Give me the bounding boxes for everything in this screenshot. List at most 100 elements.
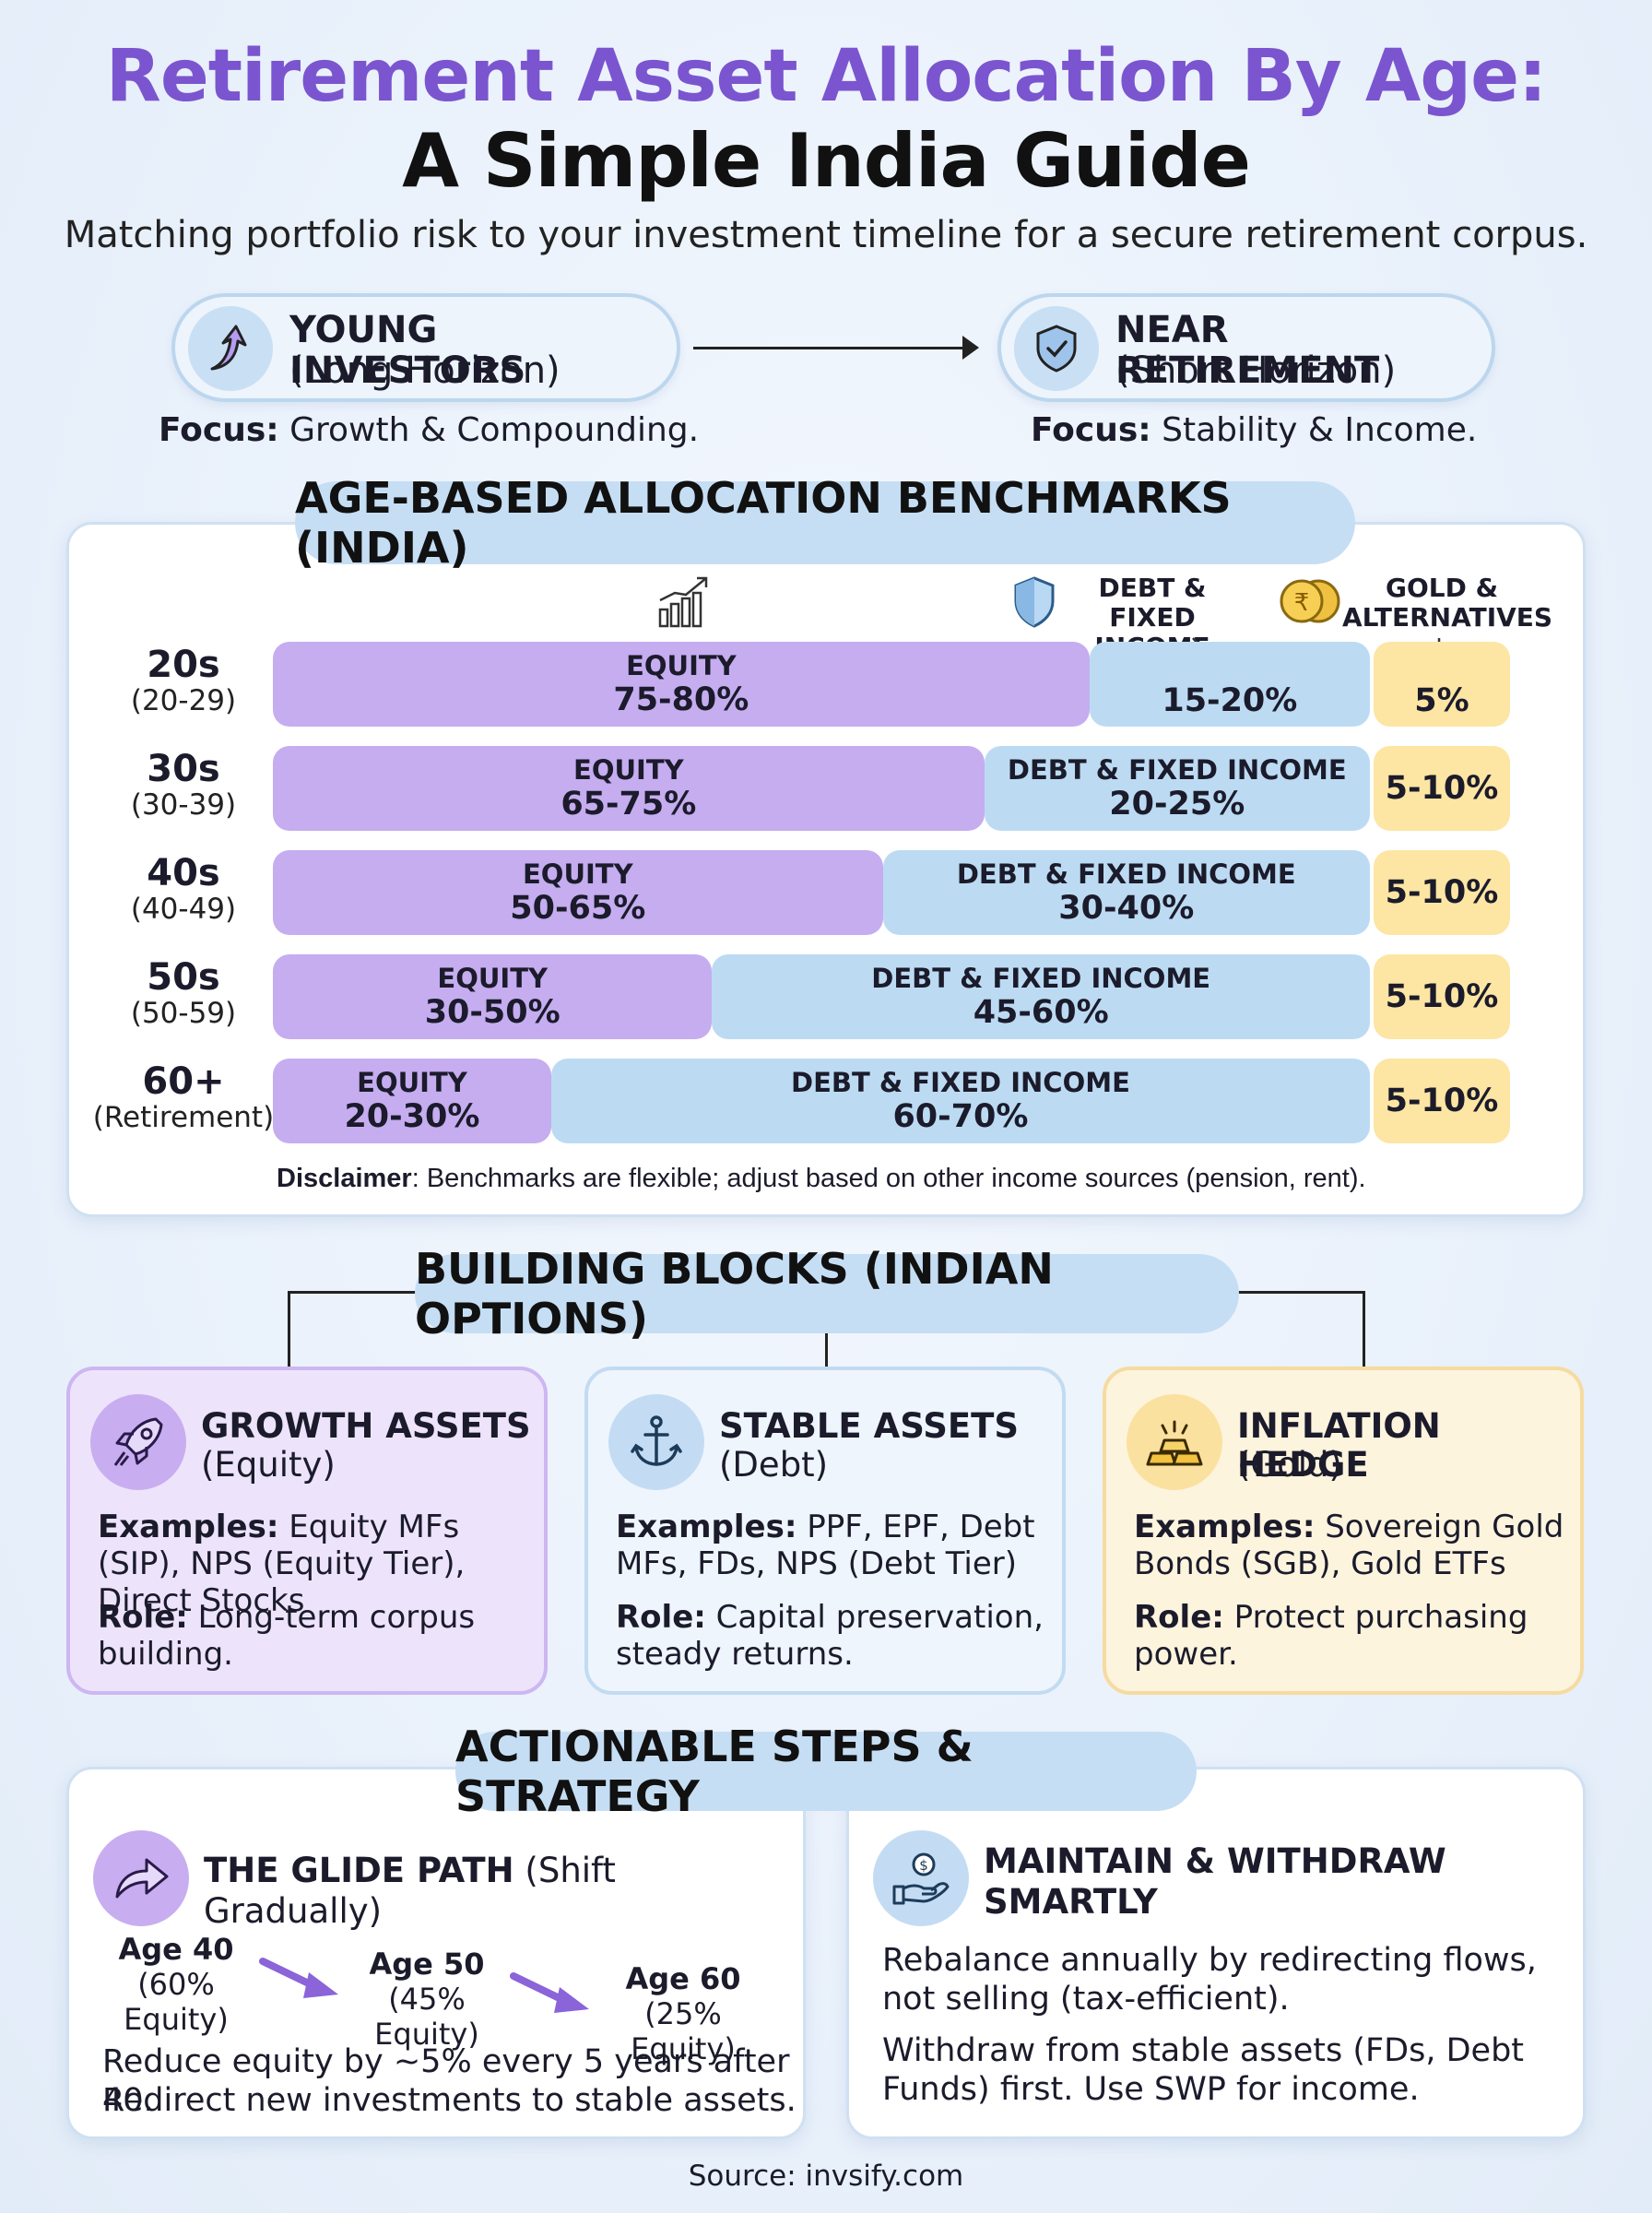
rupee-coins-icon: ₹ xyxy=(1274,575,1342,627)
gold-bar: 5-10% xyxy=(1374,1059,1510,1143)
debt-value: 20-25% xyxy=(1109,786,1245,822)
shield-icon xyxy=(1009,574,1060,631)
equity-bar: EQUITY 75-80% xyxy=(273,642,1090,727)
title-line-1: Retirement Asset Allocation By Age: xyxy=(105,35,1547,118)
young-title: YOUNG INVESTORS xyxy=(289,309,526,392)
equity-bar: EQUITY 50-65% xyxy=(273,850,883,935)
glide-point-60: Age 60 (25% Equity) xyxy=(625,1961,741,2066)
bar-chart-growth-icon xyxy=(653,572,717,631)
age-range: (40-49) xyxy=(130,893,237,926)
equity-bar: EQUITY 65-75% xyxy=(273,746,985,831)
connector-right-h xyxy=(1235,1291,1364,1294)
age-range: (30-39) xyxy=(130,788,237,822)
near-retirement-pill: NEAR RETIREMENT (Short Horizon) xyxy=(997,293,1495,402)
debt-value: 30-40% xyxy=(1058,890,1195,927)
age-group: 30s xyxy=(147,748,220,790)
equity-bar: EQUITY 20-30% xyxy=(273,1059,551,1143)
growth-title: GROWTH ASSETS xyxy=(201,1406,531,1446)
gold-value: 5-10% xyxy=(1385,978,1499,1015)
near-title: NEAR RETIREMENT xyxy=(1115,309,1380,392)
equity-label: EQUITY xyxy=(626,650,737,681)
near-sub: (Short Horizon) xyxy=(1115,349,1397,392)
inflation-hedge-card: INFLATION HEDGE (Gold) Examples: Soverei… xyxy=(1103,1367,1584,1695)
stable-sub: (Debt) xyxy=(719,1445,829,1485)
glide-point-50: Age 50 (45% Equity) xyxy=(369,1947,485,2052)
growth-examples: Examples: Equity MFs (SIP), NPS (Equity … xyxy=(98,1509,466,1619)
debt-label: DEBT & FIXED INCOME xyxy=(871,963,1211,994)
debt-value: 60-70% xyxy=(892,1098,1029,1135)
shield-check-icon xyxy=(1014,306,1099,391)
gold-bar: 5-10% xyxy=(1374,954,1510,1039)
gold-value: 5% xyxy=(1414,682,1469,719)
gold-value: 5-10% xyxy=(1385,874,1499,911)
steps-title: ACTIONABLE STEPS & STRATEGY xyxy=(455,1722,1197,1821)
glide-point-40: Age 40 (60% Equity) xyxy=(118,1932,234,2037)
source-credit: Source: invsify.com xyxy=(688,2160,964,2193)
equity-value: 20-30% xyxy=(344,1098,480,1135)
equity-label: EQUITY xyxy=(573,754,684,786)
arrow-right-icon xyxy=(962,336,979,360)
growth-assets-card: GROWTH ASSETS (Equity) Examples: Equity … xyxy=(66,1367,548,1695)
debt-label: DEBT & FIXED INCOME xyxy=(956,858,1296,890)
equity-value: 75-80% xyxy=(613,681,749,718)
glide-text-2: Redirect new investments to stable asset… xyxy=(102,2082,796,2119)
anchor-icon xyxy=(608,1394,704,1490)
subtitle: Matching portfolio risk to your investme… xyxy=(64,214,1588,256)
young-investors-pill: YOUNG INVESTORS (Long Horizon) xyxy=(171,293,680,402)
maintain-text-2: Withdraw from stable assets (FDs, Debt F… xyxy=(882,2032,1525,2108)
stable-role: Role: Capital preservation, steady retur… xyxy=(616,1599,1044,1673)
equity-label: EQUITY xyxy=(357,1067,467,1098)
stable-examples: Examples: PPF, EPF, Debt MFs, FDs, NPS (… xyxy=(616,1509,1035,1582)
growth-role: Role: Long-term corpus building. xyxy=(98,1599,476,1673)
hedge-examples: Examples: Sovereign Gold Bonds (SGB), Go… xyxy=(1134,1509,1564,1582)
gold-value: 5-10% xyxy=(1385,770,1499,807)
hand-coin-icon: $ xyxy=(873,1830,969,1926)
glide-title: THE GLIDE PATH (Shift Gradually) xyxy=(204,1851,616,1931)
maintain-title-2: SMARTLY xyxy=(984,1882,1158,1922)
building-blocks-title: BUILDING BLOCKS (INDIAN OPTIONS) xyxy=(415,1244,1239,1343)
equity-label: EQUITY xyxy=(437,963,548,994)
svg-text:₹: ₹ xyxy=(1294,589,1310,617)
near-focus: Focus: Stability & Income. xyxy=(1031,411,1478,449)
connector-left-h xyxy=(288,1291,417,1294)
debt-bar: DEBT & FIXED INCOME 30-40% xyxy=(882,850,1370,935)
age-range: (50-59) xyxy=(130,997,237,1030)
age-range: (20-29) xyxy=(130,684,237,717)
young-sub: (Long Horizon) xyxy=(289,349,560,392)
gold-value: 5-10% xyxy=(1385,1083,1499,1119)
hedge-role: Role: Protect purchasing power. xyxy=(1134,1599,1528,1673)
hedge-title: INFLATION HEDGE xyxy=(1237,1406,1441,1485)
curved-arrow-icon xyxy=(93,1830,189,1926)
rocket-icon xyxy=(90,1394,186,1490)
connector-right-v xyxy=(1363,1291,1365,1368)
legend-gold: GOLD & ALTERNATIVES xyxy=(1342,573,1553,633)
disclaimer: Disclaimer: Benchmarks are flexible; adj… xyxy=(277,1164,1366,1193)
title-line-2: A Simple India Guide xyxy=(402,118,1251,204)
glide-text-1: Reduce equity by ~5% every 5 years after… xyxy=(102,2043,790,2119)
debt-label: DEBT & FIXED INCOME xyxy=(1007,754,1347,786)
arrow-up-icon xyxy=(188,306,273,391)
debt-value: 15-20% xyxy=(1162,682,1298,719)
growth-sub: (Equity) xyxy=(201,1445,336,1485)
age-group: 60+ xyxy=(142,1060,225,1103)
age-label: 30s (30-39) xyxy=(85,750,282,822)
equity-value: 30-50% xyxy=(424,994,560,1031)
debt-bar: DEBT & FIXED INCOME 60-70% xyxy=(550,1059,1370,1143)
stable-title: STABLE ASSETS xyxy=(719,1406,1020,1446)
equity-value: 65-75% xyxy=(560,786,697,822)
age-range: (Retirement) xyxy=(92,1101,275,1134)
equity-value: 50-65% xyxy=(510,890,646,927)
maintain-withdraw-card: $ MAINTAIN & WITHDRAW SMARTLY Rebalance … xyxy=(846,1767,1586,2139)
age-label: 50s (50-59) xyxy=(85,958,282,1030)
debt-bar: 15-20% xyxy=(1089,642,1370,727)
gold-bars-icon xyxy=(1127,1394,1222,1490)
young-focus: Focus: Growth & Compounding. xyxy=(159,411,700,449)
glide-path-card: THE GLIDE PATH (Shift Gradually) Age 40(… xyxy=(66,1767,806,2139)
age-group: 40s xyxy=(147,852,220,894)
hedge-sub: (Gold) xyxy=(1237,1445,1342,1485)
age-label: 20s (20-29) xyxy=(85,645,282,717)
debt-value: 45-60% xyxy=(973,994,1109,1031)
stable-assets-card: STABLE ASSETS (Debt) Examples: PPF, EPF,… xyxy=(584,1367,1066,1695)
glide-arrow-2-icon xyxy=(510,1972,589,2013)
maintain-text-1: Rebalance annually by redirecting flows,… xyxy=(882,1942,1537,2018)
